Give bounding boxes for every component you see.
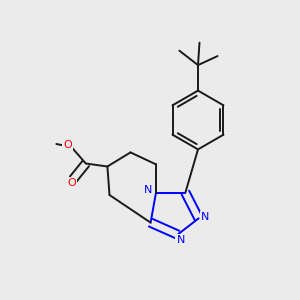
Text: N: N (144, 184, 153, 195)
Text: N: N (201, 212, 209, 222)
Text: N: N (176, 235, 185, 245)
Text: O: O (63, 140, 72, 151)
Text: O: O (67, 178, 76, 188)
